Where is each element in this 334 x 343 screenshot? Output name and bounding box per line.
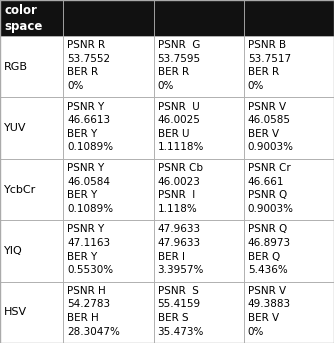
Bar bbox=[0, 282, 63, 343]
Bar bbox=[154, 220, 244, 282]
Bar bbox=[0, 159, 63, 220]
Bar bbox=[154, 0, 244, 36]
Text: 47.9633
47.9633
BER I
3.3957%: 47.9633 47.9633 BER I 3.3957% bbox=[158, 224, 204, 275]
Text: PSNR B
53.7517
BER R
0%: PSNR B 53.7517 BER R 0% bbox=[248, 40, 291, 91]
Text: PSNR Y
47.1163
BER Y
0.5530%: PSNR Y 47.1163 BER Y 0.5530% bbox=[67, 224, 114, 275]
Bar bbox=[63, 282, 154, 343]
Bar bbox=[63, 0, 154, 36]
Bar bbox=[244, 97, 334, 159]
Text: PSNR  U
46.0025
BER U
1.1118%: PSNR U 46.0025 BER U 1.1118% bbox=[158, 102, 204, 152]
Bar bbox=[63, 36, 154, 97]
Bar bbox=[244, 220, 334, 282]
Bar bbox=[244, 159, 334, 220]
Text: PSNR Cr
46.661
PSNR Q
0.9003%: PSNR Cr 46.661 PSNR Q 0.9003% bbox=[248, 163, 294, 214]
Bar bbox=[63, 159, 154, 220]
Bar bbox=[244, 0, 334, 36]
Text: YcbCr: YcbCr bbox=[4, 185, 36, 194]
Text: PSNR Cb
46.0023
PSNR  I
1.118%: PSNR Cb 46.0023 PSNR I 1.118% bbox=[158, 163, 203, 214]
Bar bbox=[63, 220, 154, 282]
Text: PSNR Y
46.6613
BER Y
0.1089%: PSNR Y 46.6613 BER Y 0.1089% bbox=[67, 102, 114, 152]
Bar bbox=[154, 159, 244, 220]
Bar bbox=[244, 282, 334, 343]
Bar bbox=[0, 36, 63, 97]
Bar bbox=[244, 36, 334, 97]
Bar bbox=[154, 97, 244, 159]
Text: RGB: RGB bbox=[4, 62, 28, 72]
Text: YIQ: YIQ bbox=[4, 246, 23, 256]
Text: PSNR V
46.0585
BER V
0.9003%: PSNR V 46.0585 BER V 0.9003% bbox=[248, 102, 294, 152]
Text: PSNR Q
46.8973
BER Q
5.436%: PSNR Q 46.8973 BER Q 5.436% bbox=[248, 224, 291, 275]
Bar bbox=[0, 0, 63, 36]
Bar bbox=[154, 36, 244, 97]
Text: PSNR Y
46.0584
BER Y
0.1089%: PSNR Y 46.0584 BER Y 0.1089% bbox=[67, 163, 114, 214]
Text: color
space: color space bbox=[4, 3, 42, 33]
Text: PSNR  S
55.4159
BER S
35.473%: PSNR S 55.4159 BER S 35.473% bbox=[158, 286, 204, 336]
Bar bbox=[154, 282, 244, 343]
Bar bbox=[0, 220, 63, 282]
Bar bbox=[63, 97, 154, 159]
Bar bbox=[0, 97, 63, 159]
Text: PSNR R
53.7552
BER R
0%: PSNR R 53.7552 BER R 0% bbox=[67, 40, 111, 91]
Text: PSNR H
54.2783
BER H
28.3047%: PSNR H 54.2783 BER H 28.3047% bbox=[67, 286, 120, 336]
Text: YUV: YUV bbox=[4, 123, 26, 133]
Text: PSNR  G
53.7595
BER R
0%: PSNR G 53.7595 BER R 0% bbox=[158, 40, 201, 91]
Text: HSV: HSV bbox=[4, 307, 27, 317]
Text: PSNR V
49.3883
BER V
0%: PSNR V 49.3883 BER V 0% bbox=[248, 286, 291, 336]
